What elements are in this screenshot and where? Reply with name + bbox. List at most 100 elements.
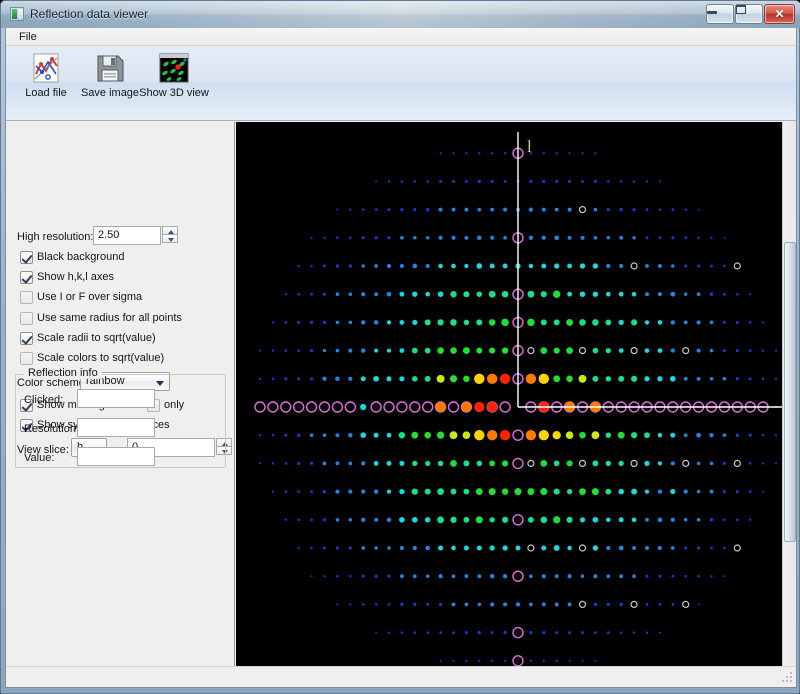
reflection-point[interactable] xyxy=(335,348,340,353)
reflection-point[interactable] xyxy=(670,348,675,353)
missing-reflection-marker[interactable] xyxy=(254,401,266,413)
reflection-point[interactable] xyxy=(540,488,548,496)
reflection-point[interactable] xyxy=(451,545,456,551)
reflection-point[interactable] xyxy=(438,545,444,551)
reflection-point[interactable] xyxy=(619,574,624,579)
reflection-point[interactable] xyxy=(735,490,739,494)
reflection-point[interactable] xyxy=(527,290,535,298)
reflection-point[interactable] xyxy=(349,574,352,578)
reflection-point[interactable] xyxy=(271,377,275,381)
systematic-absence-marker[interactable] xyxy=(682,459,690,467)
reflection-point[interactable] xyxy=(748,462,752,465)
missing-reflection-marker[interactable] xyxy=(267,401,279,413)
reflection-point[interactable] xyxy=(541,545,547,551)
reflection-point[interactable] xyxy=(451,574,456,579)
reflection-point[interactable] xyxy=(538,373,549,384)
reflection-point[interactable] xyxy=(464,602,469,607)
reflection-point[interactable] xyxy=(310,264,313,268)
reflection-point[interactable] xyxy=(412,291,418,297)
reflection-point[interactable] xyxy=(284,490,288,493)
reflection-point[interactable] xyxy=(322,320,327,325)
reflection-point[interactable] xyxy=(644,320,650,325)
reflection-point[interactable] xyxy=(748,377,752,381)
reflection-point[interactable] xyxy=(722,433,727,437)
reflection-point[interactable] xyxy=(722,490,726,494)
reflection-point[interactable] xyxy=(593,574,598,579)
reflection-point[interactable] xyxy=(374,208,378,211)
reflection-point[interactable] xyxy=(348,320,353,325)
reflection-point[interactable] xyxy=(284,462,288,465)
reflection-point[interactable] xyxy=(489,517,495,523)
reflection-point[interactable] xyxy=(542,630,546,635)
reflection-point[interactable] xyxy=(461,401,472,413)
reflection-point[interactable] xyxy=(413,602,417,607)
reflection-point[interactable] xyxy=(489,347,496,354)
reflection-point[interactable] xyxy=(335,433,340,438)
reflection-point[interactable] xyxy=(360,348,366,353)
reflection-point[interactable] xyxy=(581,152,584,155)
reflection-point[interactable] xyxy=(476,347,483,354)
reflection-point[interactable] xyxy=(618,291,624,297)
reflection-point[interactable] xyxy=(349,603,352,606)
reflection-point[interactable] xyxy=(387,180,391,183)
reflection-point[interactable] xyxy=(297,320,301,324)
reflection-point[interactable] xyxy=(683,376,688,381)
reflection-point[interactable] xyxy=(527,318,535,327)
reflection-point[interactable] xyxy=(617,431,625,439)
reflection-point[interactable] xyxy=(644,432,650,439)
reflection-point[interactable] xyxy=(348,348,353,353)
missing-reflection-marker[interactable] xyxy=(383,401,395,413)
high-resolution-spinner[interactable] xyxy=(162,226,178,244)
reflection-point[interactable] xyxy=(437,460,444,467)
reflection-point[interactable] xyxy=(774,377,778,380)
reflection-point[interactable] xyxy=(464,207,469,212)
reflection-point[interactable] xyxy=(632,631,636,634)
systematic-absence-marker[interactable] xyxy=(682,600,690,608)
reflection-point[interactable] xyxy=(501,488,509,495)
reflection-point[interactable] xyxy=(553,319,560,326)
reflection-point[interactable] xyxy=(606,545,611,551)
close-button[interactable]: ✕ xyxy=(764,4,795,24)
reflection-point[interactable] xyxy=(670,517,675,522)
reflection-point[interactable] xyxy=(271,490,275,493)
reflection-point[interactable] xyxy=(322,433,327,437)
reflection-point[interactable] xyxy=(487,430,498,441)
reflection-point[interactable] xyxy=(657,263,662,269)
reflection-point[interactable] xyxy=(297,490,301,493)
reflection-point[interactable] xyxy=(567,207,572,212)
reflection-point[interactable] xyxy=(309,348,314,353)
reflection-point[interactable] xyxy=(310,377,314,381)
reflection-point[interactable] xyxy=(322,292,327,296)
reflection-point[interactable] xyxy=(592,347,599,354)
reflection-point[interactable] xyxy=(644,348,650,353)
reflection-point[interactable] xyxy=(310,575,313,578)
reflection-point[interactable] xyxy=(748,321,752,324)
reflection-point[interactable] xyxy=(671,208,675,211)
reflection-point[interactable] xyxy=(387,546,391,550)
reflection-point[interactable] xyxy=(580,235,585,240)
reflection-point[interactable] xyxy=(645,292,649,297)
reflection-point[interactable] xyxy=(619,263,624,269)
reflection-scatter-plot[interactable]: lk xyxy=(236,122,796,686)
reflection-point[interactable] xyxy=(413,236,417,240)
reflection-point[interactable] xyxy=(412,460,418,467)
reflection-point[interactable] xyxy=(632,236,636,240)
reflection-point[interactable] xyxy=(424,347,431,354)
reflection-point[interactable] xyxy=(386,291,392,297)
reflection-point[interactable] xyxy=(552,290,561,298)
reflection-point[interactable] xyxy=(593,602,598,607)
reflection-point[interactable] xyxy=(515,602,521,607)
reflection-point[interactable] xyxy=(373,375,379,382)
reflection-point[interactable] xyxy=(477,235,482,241)
reflection-point[interactable] xyxy=(501,318,509,327)
systematic-absence-marker[interactable] xyxy=(733,459,741,467)
reflection-point[interactable] xyxy=(451,263,456,269)
reflection-point[interactable] xyxy=(762,490,765,493)
reflection-point[interactable] xyxy=(411,347,418,354)
reflection-point[interactable] xyxy=(489,545,495,551)
reflection-point[interactable] xyxy=(619,180,623,183)
reflection-point[interactable] xyxy=(374,292,379,297)
reflection-point[interactable] xyxy=(542,659,545,662)
scrollbar-thumb[interactable] xyxy=(784,242,796,542)
reflection-point[interactable] xyxy=(503,630,507,635)
